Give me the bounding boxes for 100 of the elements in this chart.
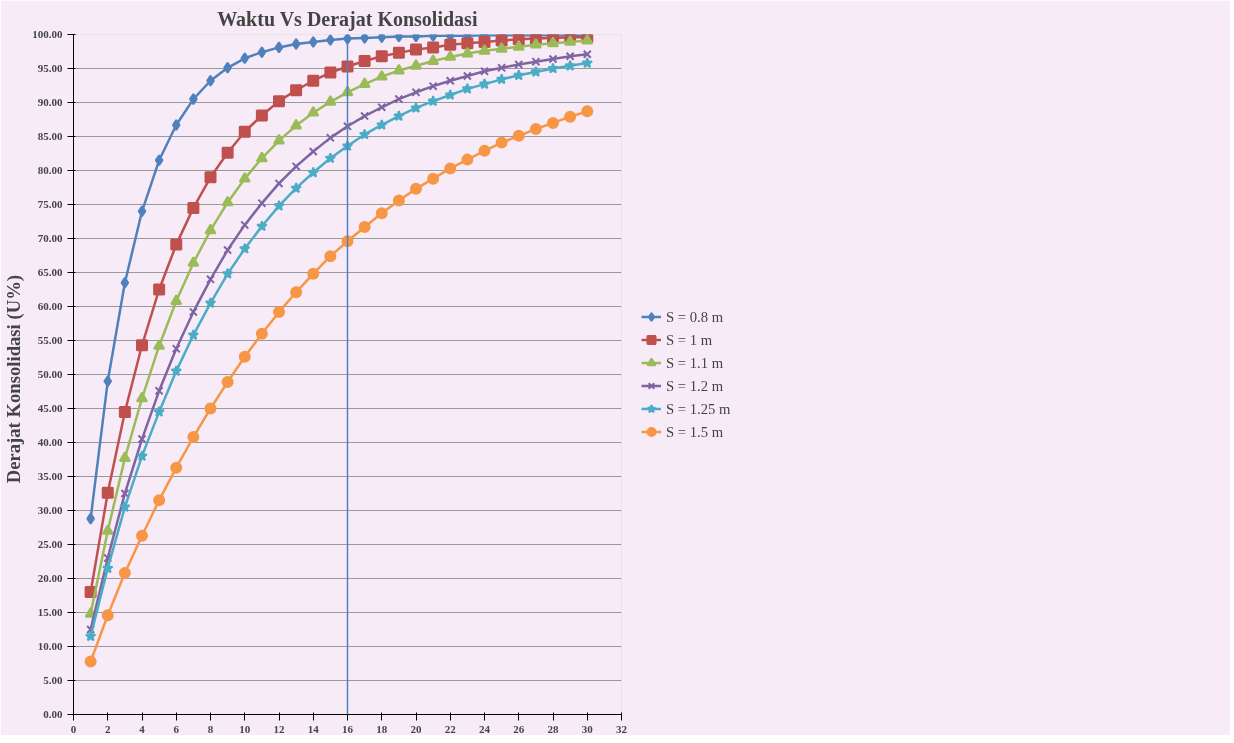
point (529, 37, 542, 49)
point (444, 89, 457, 101)
point (461, 82, 474, 94)
point (393, 110, 405, 122)
point (392, 194, 405, 207)
point (581, 105, 594, 118)
point (103, 553, 113, 563)
legend-label: S = 1.1 m (666, 354, 724, 371)
point (512, 39, 525, 51)
point (170, 238, 183, 251)
point (238, 350, 251, 363)
y-tick-label: 85.00 (37, 130, 63, 142)
point (274, 41, 284, 54)
point (444, 38, 457, 51)
point (187, 329, 200, 341)
y-tick-label: 25.00 (37, 538, 63, 550)
point (101, 486, 114, 499)
point (171, 344, 181, 354)
y-tick-label: 30.00 (37, 504, 63, 516)
point (512, 129, 525, 142)
point (529, 123, 542, 136)
point (257, 46, 267, 59)
point (103, 375, 113, 388)
point (461, 153, 474, 166)
y-tick-label: 70.00 (37, 232, 63, 244)
y-tick-label: 75.00 (37, 198, 63, 210)
point (273, 133, 285, 145)
point (392, 63, 405, 75)
point (187, 201, 200, 214)
legend-label: S = 1 m (666, 331, 713, 348)
point (257, 198, 267, 208)
point (188, 307, 198, 317)
point (273, 305, 285, 318)
point (461, 46, 474, 58)
point (427, 41, 440, 54)
point (290, 286, 303, 299)
point (238, 242, 251, 254)
point (444, 50, 457, 61)
point (410, 182, 422, 195)
point (324, 152, 337, 164)
x-tick-label: 16 (342, 722, 354, 735)
point (240, 52, 250, 65)
point (204, 402, 217, 415)
point (120, 488, 130, 499)
point (565, 51, 575, 61)
point (154, 386, 164, 396)
point (530, 65, 542, 77)
point (308, 146, 318, 156)
point (255, 327, 268, 340)
point (137, 205, 147, 218)
point (478, 44, 491, 55)
x-tick-label: 28 (547, 722, 559, 735)
x-tick-label: 30 (581, 722, 594, 735)
point (375, 207, 388, 220)
point (84, 655, 97, 668)
point (291, 161, 301, 171)
y-tick-label: 40.00 (37, 436, 63, 448)
point (564, 110, 577, 123)
y-tick-label: 65.00 (37, 266, 63, 278)
point (187, 431, 200, 444)
point (238, 125, 251, 138)
point (461, 37, 474, 50)
point (478, 35, 491, 48)
point (153, 494, 166, 507)
point (581, 57, 594, 69)
point (548, 54, 558, 64)
x-tick-label: 24 (479, 722, 491, 735)
y-tick-label: 90.00 (37, 96, 63, 108)
point (514, 59, 524, 69)
point (410, 59, 422, 70)
point (392, 46, 405, 59)
point (255, 151, 268, 163)
x-tick-label: 6 (173, 722, 180, 735)
point (495, 42, 508, 53)
point (375, 69, 388, 81)
legend-label: S = 1.5 m (666, 423, 724, 440)
y-tick-label: 35.00 (37, 470, 63, 482)
x-tick-label: 0 (70, 722, 77, 735)
point (308, 35, 318, 48)
point (256, 220, 268, 232)
point (512, 69, 525, 81)
point (427, 95, 439, 107)
point (428, 81, 438, 91)
legend-label: S = 0.8 m (666, 308, 724, 325)
y-tick-label: 10.00 (37, 640, 63, 652)
point (221, 146, 234, 159)
x-tick-label: 2 (105, 722, 111, 735)
point (410, 43, 422, 56)
point (291, 38, 301, 51)
y-tick-label: 95.00 (37, 62, 63, 74)
point (360, 34, 369, 44)
point (290, 84, 303, 97)
point (478, 78, 491, 90)
chart-title: Waktu Vs Derajat Konsolidasi (217, 7, 478, 31)
point (84, 630, 97, 642)
point (582, 49, 592, 59)
point (427, 54, 440, 65)
point (255, 109, 268, 122)
y-tick-label: 5.00 (43, 674, 63, 686)
point (358, 77, 371, 89)
